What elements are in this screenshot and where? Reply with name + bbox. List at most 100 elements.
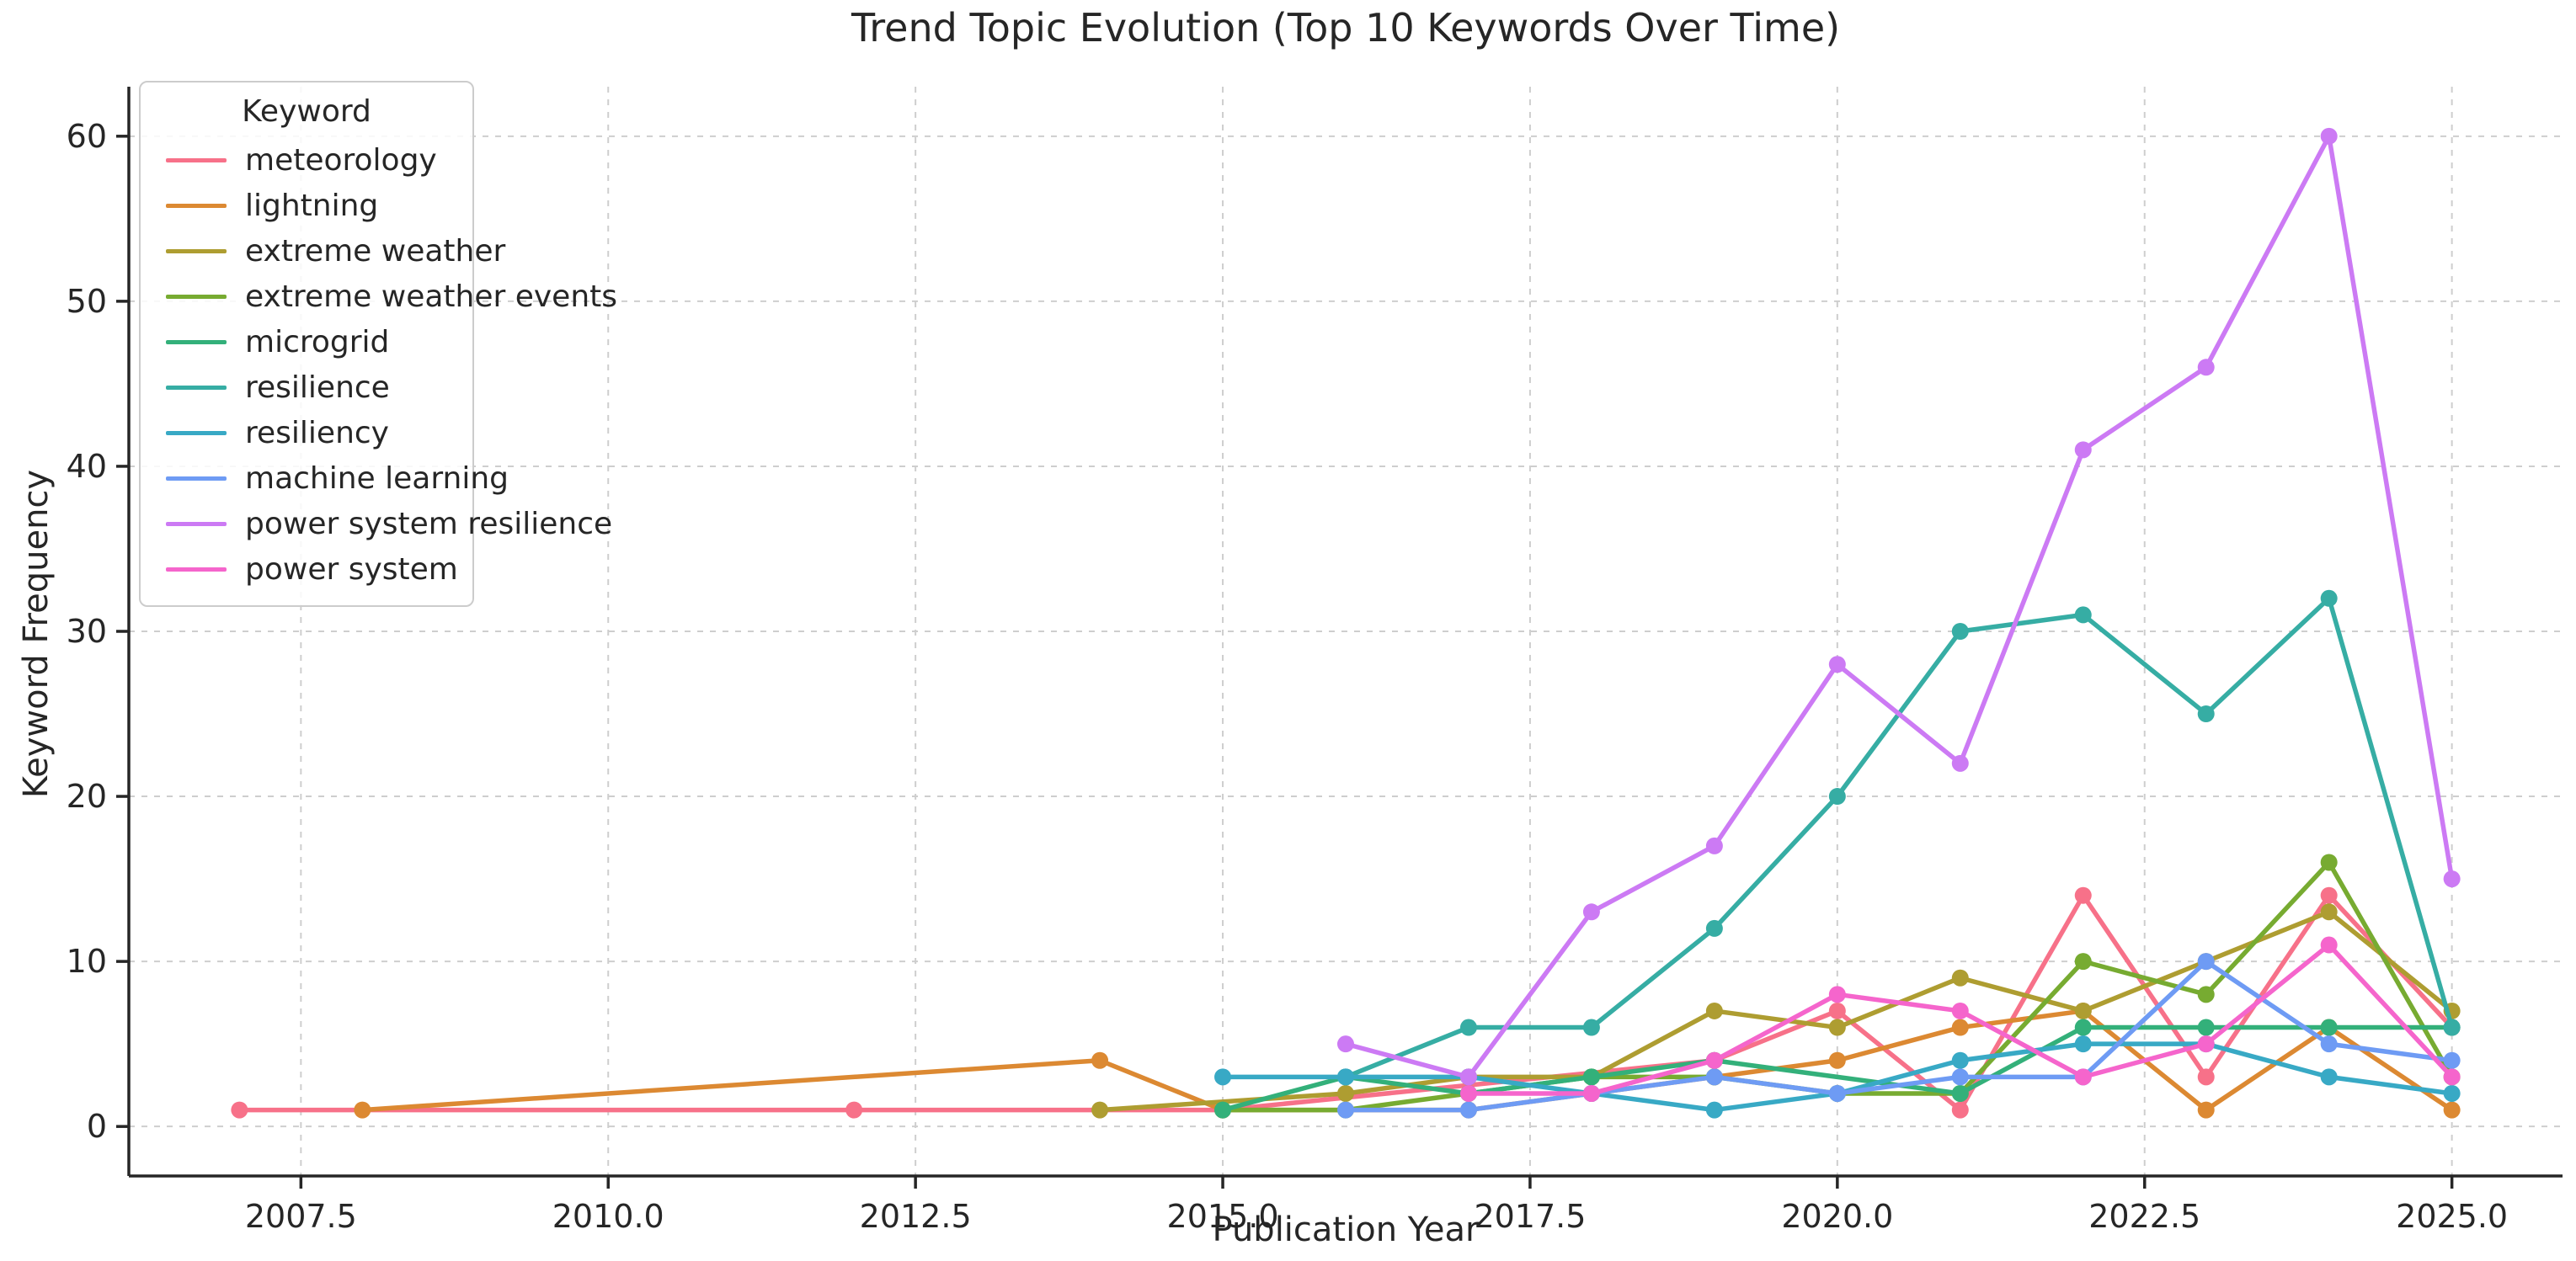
series-line — [1345, 134, 2455, 1080]
data-point — [1214, 1068, 1232, 1086]
data-point — [1337, 1035, 1354, 1053]
series-line — [1346, 959, 2453, 1113]
legend-item-label: resiliency — [245, 415, 389, 450]
data-point — [2197, 359, 2215, 376]
data-point — [1091, 1051, 1109, 1069]
data-point — [2074, 1019, 2092, 1036]
legend-item-microgrid: microgrid — [149, 319, 464, 364]
data-point — [1705, 1101, 1723, 1119]
legend-item-label: lightning — [245, 188, 379, 223]
legend-item-machine-learning: machine learning — [149, 455, 509, 501]
legend-item-meteorology: meteorology — [149, 137, 464, 183]
data-point — [1705, 1068, 1723, 1086]
x-tick-label: 2022.5 — [2088, 1198, 2200, 1235]
data-point — [2320, 854, 2338, 871]
data-point — [2197, 705, 2215, 723]
y-tick-label: 30 — [67, 613, 107, 650]
data-point — [1337, 1068, 1354, 1086]
data-point — [1828, 656, 1846, 673]
y-tick-label: 0 — [87, 1108, 107, 1145]
data-point — [2074, 1002, 2092, 1019]
legend-swatch-microgrid — [166, 339, 227, 344]
series-power-system-resilience — [1337, 127, 2461, 1086]
data-point — [2443, 870, 2461, 888]
data-point — [1582, 1019, 1600, 1036]
data-point — [1951, 1068, 1969, 1086]
data-point — [354, 1101, 371, 1119]
data-point — [2320, 127, 2338, 145]
data-point — [1951, 623, 1969, 640]
x-tick-label: 2025.0 — [2396, 1198, 2508, 1235]
data-point — [1337, 1084, 1354, 1102]
data-point — [2443, 1101, 2461, 1119]
data-point — [1705, 919, 1723, 937]
y-tick-label: 40 — [67, 448, 107, 485]
y-tick-label: 20 — [67, 778, 107, 815]
legend-swatch-lightning — [166, 203, 227, 208]
data-point — [2197, 1035, 2215, 1053]
y-axis-ticks: 0 10 20 30 40 50 60 — [67, 118, 129, 1145]
data-point — [2197, 1101, 2215, 1119]
legend: Keyword meteorology lightning extreme weat… — [139, 81, 617, 607]
x-tick-label: 2020.0 — [1781, 1198, 1893, 1235]
legend-swatch-extreme-weather — [166, 248, 227, 253]
data-point — [1459, 1084, 1477, 1102]
data-point — [2197, 986, 2215, 1003]
data-point — [2320, 936, 2338, 954]
data-point — [1951, 969, 1969, 987]
legend-item-label: power system — [245, 551, 458, 587]
data-point — [1459, 1068, 1477, 1086]
x-tick-label: 2007.5 — [245, 1198, 357, 1235]
data-point — [2074, 886, 2092, 904]
data-point — [1337, 1101, 1354, 1119]
data-point — [2320, 589, 2338, 607]
legend-item-label: extreme weather events — [245, 279, 618, 314]
data-point — [1951, 1019, 1969, 1036]
data-point — [1091, 1101, 1109, 1119]
data-point — [1828, 1019, 1846, 1036]
data-point — [1951, 754, 1969, 772]
data-point — [1582, 1068, 1600, 1086]
data-point — [1828, 1051, 1846, 1069]
data-point — [1459, 1101, 1477, 1119]
data-point — [845, 1101, 863, 1119]
series-line — [239, 892, 2454, 1113]
legend-item-extreme-weather: extreme weather — [149, 228, 505, 274]
y-tick-label: 10 — [67, 943, 107, 980]
series-power-system — [1459, 936, 2461, 1102]
y-axis-label: Keyword Frequency — [17, 469, 56, 799]
y-tick-label: 50 — [67, 283, 107, 320]
data-point — [1828, 788, 1846, 806]
data-point — [2443, 1051, 2461, 1069]
legend-swatch-extreme-weather-events — [166, 294, 227, 299]
legend-title: Keyword — [242, 94, 371, 129]
data-point — [2443, 1068, 2461, 1086]
x-axis-ticks: 2007.5 2010.0 2012.5 2015.0 2017.5 2020.0 2022… — [245, 1176, 2508, 1235]
legend-swatch-power-system-resilience — [166, 521, 227, 526]
legend-item-label: machine learning — [245, 460, 509, 496]
series-line — [1222, 1024, 2452, 1113]
data-point — [1951, 1101, 1969, 1119]
legend-swatch-meteorology — [166, 157, 227, 162]
data-point — [2320, 1035, 2338, 1053]
data-point — [2074, 953, 2092, 971]
series-resilience — [1337, 589, 2461, 1086]
chart-title: Trend Topic Evolution (Top 10 Keywords O… — [851, 5, 1841, 51]
data-point — [1582, 1084, 1600, 1102]
data-point — [2197, 953, 2215, 971]
legend-swatch-resilience — [166, 385, 227, 390]
data-point — [231, 1101, 248, 1119]
legend-item-power-system: power system — [149, 546, 464, 592]
data-point — [2320, 1019, 2338, 1036]
legend-items: meteorology lightning extreme weather extre… — [149, 137, 617, 592]
data-point — [1951, 1084, 1969, 1102]
legend-swatch-machine-learning — [166, 476, 227, 481]
data-point — [1951, 1002, 1969, 1019]
data-point — [2320, 903, 2338, 921]
legend-item-label: power system resilience — [245, 506, 613, 541]
legend-item-extreme-weather-events: extreme weather events — [149, 274, 617, 319]
legend-item-label: microgrid — [245, 324, 390, 359]
data-point — [2197, 1068, 2215, 1086]
